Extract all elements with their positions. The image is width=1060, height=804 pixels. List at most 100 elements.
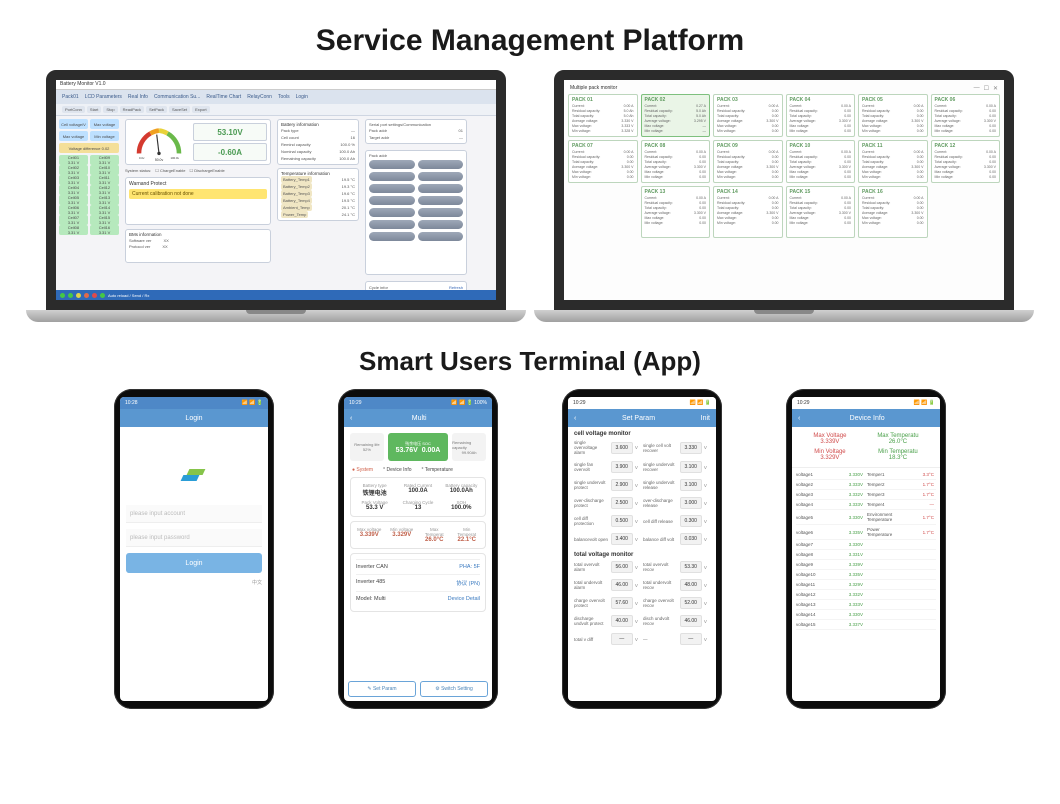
- param-field[interactable]: 46.00: [680, 615, 702, 627]
- pack-card[interactable]: PACK 11Current:0.00 AResidual capacity:0…: [858, 140, 928, 183]
- maximize-icon[interactable]: ☐: [984, 85, 989, 93]
- param-field[interactable]: 46.00: [611, 579, 633, 591]
- pack-card[interactable]: PACK 10Current:0.00 AResidual capacity:0…: [786, 140, 856, 183]
- gauge-card: 50.0v 0.0v 100.0v 53.10V -0.60A: [125, 119, 271, 165]
- pack-card[interactable]: PACK 13Current:0.00 AResidual capacity:0…: [641, 186, 711, 238]
- tab[interactable]: Login: [296, 94, 308, 100]
- param-field[interactable]: 40.00: [611, 615, 633, 627]
- pack-card[interactable]: PACK 02Current:0.27 AResidual capacity:5…: [641, 94, 711, 137]
- param-field[interactable]: 56.00: [611, 561, 633, 573]
- language-switch[interactable]: 中文: [126, 579, 262, 586]
- pack-pill[interactable]: [418, 172, 464, 181]
- set-param-button[interactable]: ✎ Set Param: [348, 681, 416, 697]
- toolbar-btn[interactable]: Start: [87, 106, 101, 113]
- pack-pill[interactable]: [418, 184, 464, 193]
- temperature-panel: Temperature informationBattery_Temp119.5…: [277, 168, 359, 221]
- init-button[interactable]: Init: [701, 415, 710, 422]
- pack-card[interactable]: PACK 06Current:0.00 AResidual capacity:0…: [931, 94, 1001, 137]
- param-field[interactable]: 3.400: [611, 533, 633, 545]
- tab-device[interactable]: ° Device Info: [383, 467, 411, 473]
- param-row: cell diff protection0.500V cell diff rel…: [568, 512, 716, 530]
- pack-pill[interactable]: [418, 160, 464, 169]
- param-field[interactable]: 3.000: [680, 497, 702, 509]
- param-field[interactable]: 0.500: [611, 515, 633, 527]
- config-card: Inverter CANPHA: 5FInverter 485协议 (PN)Mo…: [350, 553, 486, 612]
- param-field[interactable]: 3.330: [680, 442, 702, 454]
- sys-flag: ☐ ChargeEnable: [155, 168, 185, 173]
- pack-card[interactable]: PACK 07Current:0.00 AResidual capacity:0…: [568, 140, 638, 183]
- pack-card[interactable]: PACK 05Current:0.00 AResidual capacity:0…: [858, 94, 928, 137]
- pack-pill[interactable]: [418, 220, 464, 229]
- stat: Pack Voltage53.3 V: [356, 500, 393, 511]
- stat: Rated Current100.0A: [399, 483, 436, 497]
- minimize-icon[interactable]: —: [974, 85, 980, 93]
- pack-pill[interactable]: [369, 208, 415, 217]
- toolbar[interactable]: PortConnStartStopReadPackSetPackSaveSetE…: [56, 104, 496, 116]
- param-field[interactable]: 48.00: [680, 579, 702, 591]
- param-field[interactable]: 3.100: [680, 479, 702, 491]
- laptops-row: Battery Monitor V1.0 Pack01 LCD Parameter…: [0, 70, 1060, 322]
- password-input[interactable]: please input password: [126, 529, 262, 547]
- close-icon[interactable]: ✕: [993, 85, 998, 93]
- tab[interactable]: Real Info: [128, 94, 148, 100]
- pack-card[interactable]: PACK 04Current:0.00 AResidual capacity:0…: [786, 94, 856, 137]
- pack-card[interactable]: PACK 12Current:0.00 AResidual capacity:0…: [931, 140, 1001, 183]
- pack-pill[interactable]: [418, 208, 464, 217]
- param-field[interactable]: 2.500: [611, 497, 633, 509]
- reading-row: voltage93.339V: [796, 560, 936, 570]
- pack-pill[interactable]: [369, 172, 415, 181]
- param-field[interactable]: 0.030: [680, 533, 702, 545]
- pack-card[interactable]: PACK 15Current:0.00 AResidual capacity:0…: [786, 186, 856, 238]
- param-field[interactable]: 2.900: [611, 479, 633, 491]
- param-field[interactable]: —: [611, 633, 633, 645]
- svg-text:0.0v: 0.0v: [139, 156, 145, 160]
- pack-addr-pills[interactable]: Pack addr: [365, 150, 467, 275]
- pack-pill[interactable]: [369, 232, 415, 241]
- toolbar-btn[interactable]: SetPack: [146, 106, 167, 113]
- back-icon[interactable]: ‹: [574, 415, 576, 422]
- toolbar-btn[interactable]: Stop: [103, 106, 117, 113]
- pack-card[interactable]: PACK 03Current:0.00 AResidual capacity:0…: [713, 94, 783, 137]
- window-title: Battery Monitor V1.0: [56, 80, 496, 90]
- pack-card[interactable]: PACK 01Current:0.00 AResidual capacity:5…: [568, 94, 638, 137]
- pack-card[interactable]: PACK 16Current:0.00 AResidual capacity:0…: [858, 186, 928, 238]
- pack-pill[interactable]: [369, 220, 415, 229]
- param-field[interactable]: 3.100: [680, 461, 702, 473]
- pack-card[interactable]: PACK 09Current:0.00 AResidual capacity:0…: [713, 140, 783, 183]
- param-field[interactable]: 3.600: [611, 442, 633, 454]
- param-field[interactable]: 52.00: [680, 597, 702, 609]
- window-buttons[interactable]: — ☐ ✕: [974, 85, 998, 93]
- pack-pill[interactable]: [369, 160, 415, 169]
- username-input[interactable]: please input account: [126, 505, 262, 523]
- param-field[interactable]: 57.60: [611, 597, 633, 609]
- tab-bar[interactable]: Pack01 LCD Parameters Real Info Communicati…: [56, 90, 496, 104]
- param-field[interactable]: 53.30: [680, 561, 702, 573]
- tab[interactable]: Pack01: [62, 94, 79, 100]
- back-icon[interactable]: ‹: [350, 415, 352, 422]
- tab[interactable]: Communication Su...: [154, 94, 200, 100]
- tab[interactable]: LCD Parameters: [85, 94, 122, 100]
- tabs[interactable]: ● System ° Device Info ° Temperature: [344, 467, 492, 473]
- pack-pill[interactable]: [369, 184, 415, 193]
- pack-pill[interactable]: [418, 196, 464, 205]
- tab-system[interactable]: ● System: [352, 467, 373, 473]
- param-field[interactable]: —: [680, 633, 702, 645]
- tab-temperature[interactable]: ° Temperature: [422, 467, 453, 473]
- tab[interactable]: RelayConn: [247, 94, 272, 100]
- switch-setting-button[interactable]: ⚙ Switch Setting: [420, 681, 488, 697]
- tab[interactable]: RealTime Chart: [206, 94, 241, 100]
- pack-pill[interactable]: [369, 196, 415, 205]
- pack-card[interactable]: PACK 08Current:0.00 AResidual capacity:0…: [641, 140, 711, 183]
- param-field[interactable]: 3.900: [611, 461, 633, 473]
- toolbar-btn[interactable]: ReadPack: [120, 106, 144, 113]
- toolbar-btn[interactable]: SaveSet: [169, 106, 190, 113]
- login-button[interactable]: Login: [126, 553, 262, 573]
- back-icon[interactable]: ‹: [798, 415, 800, 422]
- pack-pill[interactable]: [418, 232, 464, 241]
- toolbar-btn[interactable]: PortConn: [62, 106, 85, 113]
- toolbar-btn[interactable]: Export: [192, 106, 210, 113]
- appbar: Login: [120, 409, 268, 427]
- pack-card[interactable]: PACK 14Current:0.00 AResidual capacity:0…: [713, 186, 783, 238]
- param-field[interactable]: 0.300: [680, 515, 702, 527]
- tab[interactable]: Tools: [278, 94, 290, 100]
